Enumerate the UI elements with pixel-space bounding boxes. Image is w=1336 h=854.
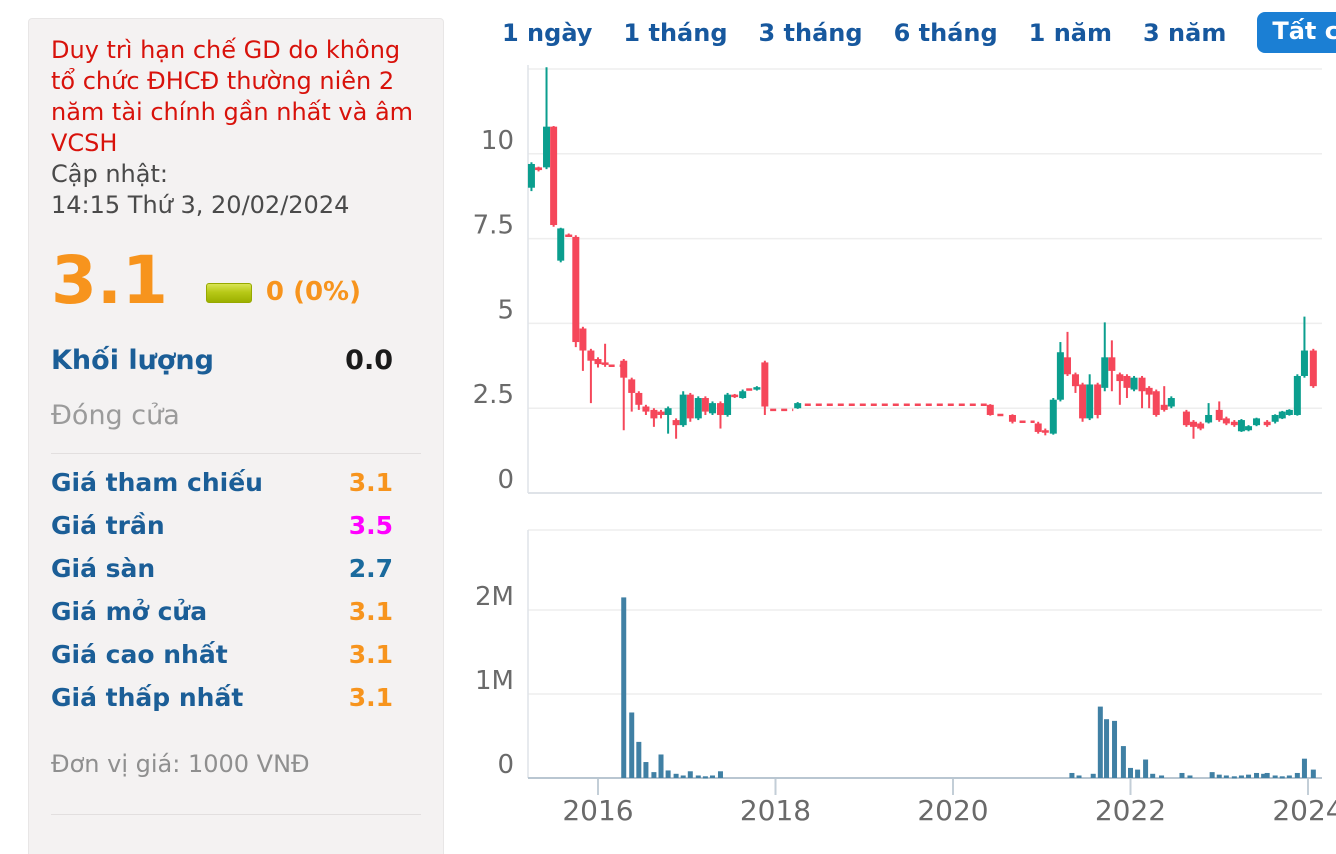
range-tab-3-nam[interactable]: 3 năm <box>1143 18 1227 47</box>
x-axis: 2016 2018 2020 2022 2024 <box>562 779 1336 827</box>
table-row-open-price: Giá mở cửa 3.1 <box>51 597 393 626</box>
price-change: 0 (0%) <box>265 277 361 307</box>
svg-text:0: 0 <box>497 465 514 495</box>
price-gap-dashes <box>608 364 1035 424</box>
range-tab-6-thang[interactable]: 6 tháng <box>893 18 998 47</box>
volume-y-axis-labels: 0 1M 2M <box>475 582 514 780</box>
divider <box>51 814 421 815</box>
table-row-ceiling-price: Giá trần 3.5 <box>51 511 393 540</box>
svg-text:10: 10 <box>481 126 514 156</box>
svg-text:2022: 2022 <box>1095 794 1166 827</box>
svg-text:2018: 2018 <box>740 794 811 827</box>
svg-text:7.5: 7.5 <box>473 211 514 241</box>
range-tab-1-nam[interactable]: 1 năm <box>1028 18 1112 47</box>
current-price: 3.1 <box>51 242 168 319</box>
change-badge <box>205 283 252 303</box>
table-row-highest-price: Giá cao nhất 3.1 <box>51 640 393 669</box>
svg-text:2020: 2020 <box>917 794 988 827</box>
svg-text:2016: 2016 <box>562 794 633 827</box>
close-label: Đóng cửa <box>51 400 180 431</box>
candles[interactable] <box>527 67 1317 439</box>
svg-text:2.5: 2.5 <box>473 380 514 410</box>
range-tab-1-thang[interactable]: 1 tháng <box>623 18 728 47</box>
updated-label: Cập nhật: <box>51 160 168 188</box>
svg-text:2M: 2M <box>475 582 514 612</box>
svg-text:0: 0 <box>497 750 514 780</box>
svg-text:5: 5 <box>497 295 514 325</box>
price-grid <box>527 65 1322 494</box>
table-row-floor-price: Giá sàn 2.7 <box>51 554 393 583</box>
divider <box>51 453 421 454</box>
volume-bars[interactable] <box>621 597 1316 779</box>
price-y-axis-labels: 0 2.5 5 7.5 10 <box>473 126 514 495</box>
quote-info-panel: Duy trì hạn chế GD do không tổ chức ĐHCĐ… <box>28 18 444 854</box>
price-table: Giá tham chiếu 3.1 Giá trần 3.5 Giá sàn … <box>51 468 421 726</box>
range-tab-tat-ca-selected[interactable]: Tất cả <box>1257 12 1336 53</box>
svg-text:2024: 2024 <box>1272 794 1336 827</box>
table-row-reference-price: Giá tham chiếu 3.1 <box>51 468 393 497</box>
range-tab-3-thang[interactable]: 3 tháng <box>758 18 863 47</box>
trading-restriction-warning: Duy trì hạn chế GD do không tổ chức ĐHCĐ… <box>51 36 414 157</box>
svg-text:1M: 1M <box>475 666 514 696</box>
updated-time: 14:15 Thứ 3, 20/02/2024 <box>51 191 350 219</box>
range-tab-1-ngay[interactable]: 1 ngày <box>502 18 593 47</box>
volume-label: Khối lượng <box>51 345 214 376</box>
price-row: 3.1 0 (0%) <box>51 242 421 319</box>
price-unit-note: Đơn vị giá: 1000 VNĐ <box>51 750 310 778</box>
volume-value: 0.0 <box>345 345 393 376</box>
volume-row: Khối lượng 0.0 <box>51 345 421 376</box>
volume-grid <box>527 529 1322 779</box>
table-row-lowest-price: Giá thấp nhất 3.1 <box>51 683 393 712</box>
range-selector: 1 ngày 1 tháng 3 tháng 6 tháng 1 năm 3 n… <box>502 12 1336 53</box>
